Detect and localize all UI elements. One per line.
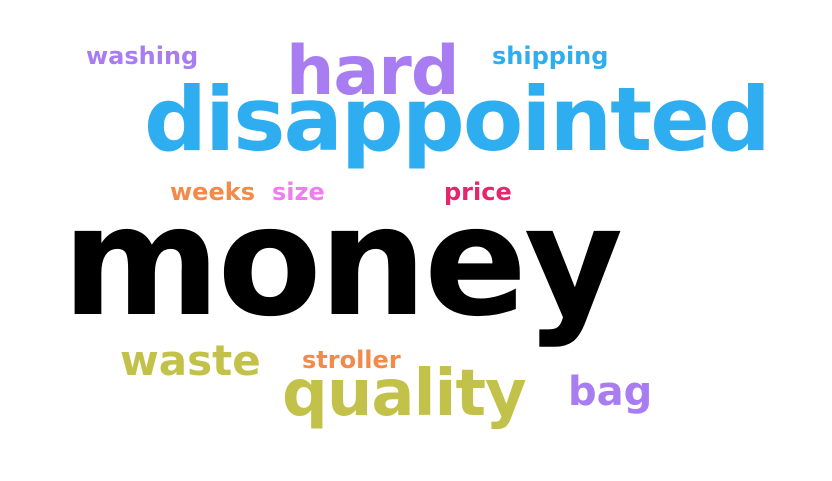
word-money: money — [62, 173, 623, 350]
word-stroller: stroller — [302, 346, 401, 374]
word-bag: bag — [568, 369, 653, 415]
word-size: size — [272, 178, 325, 206]
word-washing: washing — [86, 42, 199, 70]
word-shipping: shipping — [492, 42, 609, 70]
word-disappointed: disappointed — [144, 68, 771, 171]
word-waste: waste — [120, 336, 261, 385]
word-quality: quality — [282, 357, 527, 431]
word-hard: hard — [286, 32, 460, 111]
word-weeks: weeks — [170, 178, 255, 206]
word-price: price — [444, 178, 512, 206]
